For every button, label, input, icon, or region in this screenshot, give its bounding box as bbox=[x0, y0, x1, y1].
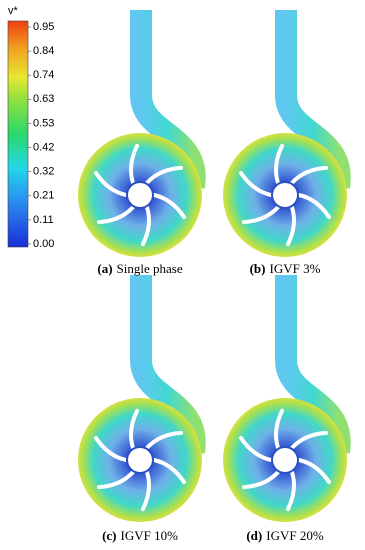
panel-caption-text: Single phase bbox=[117, 261, 183, 276]
panel-label: (b) bbox=[250, 261, 266, 276]
panel-caption-text: IGVF 3% bbox=[269, 261, 320, 276]
pump-image-b bbox=[223, 10, 347, 257]
colorbar-tick-label: 0.00 bbox=[33, 238, 54, 250]
pump-image-a bbox=[78, 10, 202, 257]
colorbar-tick-label: 0.84 bbox=[33, 45, 54, 57]
colorbar-tick-label: 0.11 bbox=[33, 214, 54, 226]
colorbar-tick-label: 0.63 bbox=[33, 93, 54, 105]
panel-caption: (c) IGVF 10% bbox=[102, 528, 178, 543]
colorbar-scale bbox=[7, 20, 29, 248]
colorbar-tick-label: 0.53 bbox=[33, 117, 54, 129]
colorbar-tick-label: 0.74 bbox=[33, 69, 54, 81]
pump-image-c bbox=[78, 275, 202, 522]
colorbar-tick-label: 0.32 bbox=[33, 166, 54, 178]
panel-caption: (a) Single phase bbox=[97, 261, 182, 276]
pump-image-d bbox=[223, 275, 347, 522]
panel-caption-text: IGVF 10% bbox=[121, 528, 179, 543]
colorbar-tick-label: 0.42 bbox=[33, 141, 54, 153]
panel-caption-text: IGVF 20% bbox=[266, 528, 324, 543]
panel-label: (a) bbox=[97, 261, 112, 276]
panel-caption: (b) IGVF 3% bbox=[250, 261, 321, 276]
panel-caption: (d) IGVF 20% bbox=[246, 528, 323, 543]
colorbar: v* 0.95 0.84 0.74 0.63 0.53 0.42 0.32 0.21 0.11 0… bbox=[7, 5, 54, 250]
panel-label: (c) bbox=[102, 528, 116, 543]
colorbar-tick-label: 0.95 bbox=[33, 21, 54, 33]
colorbar-title: v* bbox=[8, 5, 19, 17]
colorbar-tick-label: 0.21 bbox=[33, 190, 54, 202]
panel-label: (d) bbox=[246, 528, 262, 543]
